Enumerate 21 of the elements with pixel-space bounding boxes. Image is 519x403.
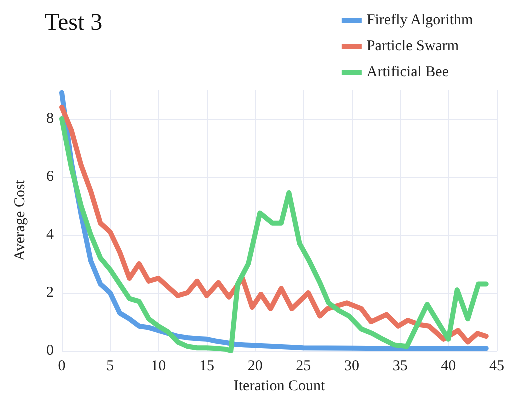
x-tick-label: 25 (296, 358, 312, 374)
x-tick-label: 5 (106, 358, 114, 374)
x-tick-label: 10 (151, 358, 166, 374)
chart-title: Test 3 (45, 10, 103, 36)
y-axis-title: Average Cost (12, 179, 28, 261)
y-tick-label: 8 (46, 111, 54, 127)
x-tick-label: 45 (490, 358, 504, 374)
y-tick-label: 4 (46, 227, 54, 243)
y-tick-label: 2 (46, 285, 54, 301)
y-tick-label: 6 (46, 169, 54, 185)
x-tick-label: 30 (344, 358, 360, 374)
legend-label: Particle Swarm (366, 38, 460, 54)
legend-label: Firefly Algorithm (366, 12, 474, 28)
x-tick-label: 0 (58, 358, 66, 374)
x-tick-label: 15 (200, 358, 214, 374)
x-tick-label: 40 (441, 358, 456, 374)
x-tick-label: 35 (392, 358, 408, 374)
x-axis-title: Iteration Count (234, 378, 326, 394)
x-tick-label: 20 (248, 358, 263, 374)
y-tick-label: 0 (46, 343, 54, 359)
legend-label: Artificial Bee (366, 64, 450, 80)
